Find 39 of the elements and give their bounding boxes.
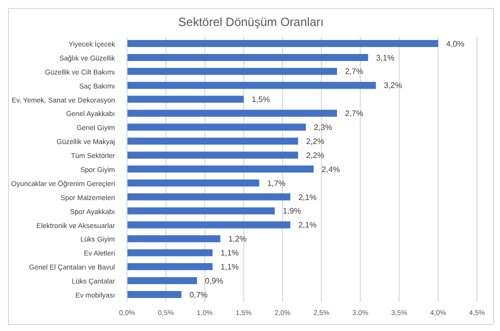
bar <box>127 263 213 270</box>
data-label: 1,7% <box>267 178 286 188</box>
data-label: 0,9% <box>205 276 224 286</box>
data-label: 0,7% <box>189 290 208 300</box>
bar <box>127 110 337 117</box>
data-label: 1,1% <box>220 262 239 272</box>
data-label: 2,4% <box>322 164 340 174</box>
bar <box>127 291 182 298</box>
bar <box>127 68 337 75</box>
bar <box>127 166 314 173</box>
data-label: 1,5% <box>252 95 270 104</box>
data-label: 2,1% <box>298 220 317 230</box>
data-label: 2,2% <box>306 136 324 146</box>
bar <box>127 249 213 256</box>
data-label: 4,0% <box>446 39 464 48</box>
data-label: 1,9% <box>282 206 302 216</box>
data-label: 1,1% <box>220 248 239 258</box>
bar <box>127 152 298 159</box>
bar <box>127 277 197 284</box>
bar <box>127 235 220 242</box>
data-label: 2,1% <box>298 192 317 202</box>
data-label: 2,7% <box>345 109 364 118</box>
bar <box>127 193 290 200</box>
bar <box>127 138 298 145</box>
data-label: 2,7% <box>345 67 364 76</box>
data-label: 2,3% <box>314 123 332 132</box>
data-label: 1,2% <box>228 234 247 244</box>
bar <box>127 96 244 103</box>
bar <box>127 221 290 228</box>
bar <box>127 54 368 61</box>
bar <box>127 124 306 131</box>
bar <box>127 207 275 214</box>
data-label: 3,2% <box>384 81 402 90</box>
data-label: 2,2% <box>306 150 324 160</box>
bar <box>127 82 376 89</box>
bar <box>127 179 260 186</box>
bar <box>127 40 438 47</box>
data-label: 3,1% <box>376 53 394 62</box>
chart-title: Sektörel Dönüşüm Oranları <box>177 15 325 31</box>
